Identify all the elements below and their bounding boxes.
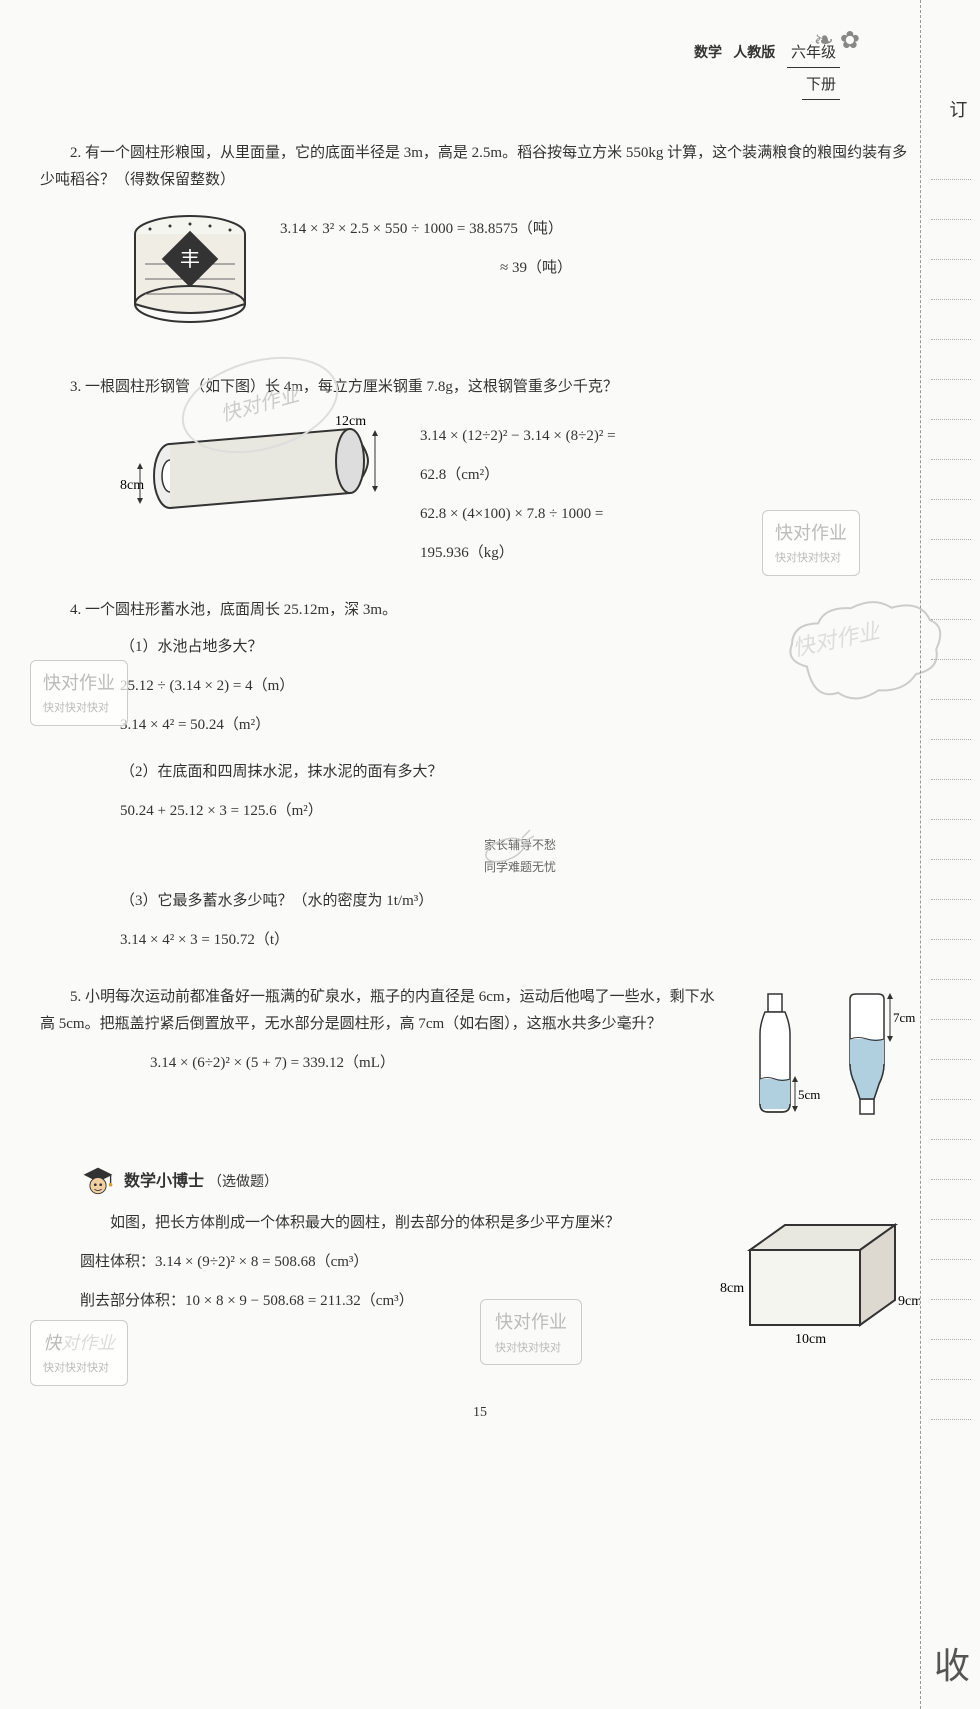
problem-4: 4. 一个圆柱形蓄水池，底面周长 25.12m，深 3m。 （1）水池占地多大？…	[40, 597, 920, 954]
edition-label: 人教版	[733, 46, 775, 61]
bonus-calc2: 削去部分体积：10 × 8 × 9 − 508.68 = 211.32（cm³）	[80, 1288, 700, 1315]
subject-label: 数学	[694, 46, 722, 61]
svg-text:5cm: 5cm	[798, 1087, 820, 1102]
svg-text:丰: 丰	[180, 248, 200, 271]
watermark-box-right: 快对作业 快对快对快对	[762, 510, 860, 576]
problem-3-calc2: 62.8（cm²）	[420, 462, 920, 489]
problem-2: 2. 有一个圆柱形粮囤，从里面量，它的底面半径是 3m，高是 2.5m。稻谷按每…	[40, 140, 920, 344]
header-decoration: ❧ ✿	[814, 20, 860, 63]
problem-3-calc1: 3.14 × (12÷2)² − 3.14 × (8÷2)² =	[420, 423, 920, 450]
graduate-icon	[80, 1164, 116, 1200]
problem-4-q3-calc: 3.14 × 4² × 3 = 150.72（t）	[120, 927, 920, 954]
svg-text:10cm: 10cm	[795, 1332, 826, 1347]
problem-5: 5. 小明每次运动前都准备好一瓶满的矿泉水，瓶子的内直径是 6cm，运动后他喝了…	[40, 984, 920, 1134]
page-content: ❧ ✿ 数学 人教版 六年级 下册 2. 有一个圆柱形粮囤，从里面量，它的底面半…	[40, 40, 920, 1425]
volume-label: 下册	[802, 72, 840, 100]
problem-2-text: 2. 有一个圆柱形粮囤，从里面量，它的底面半径是 3m，高是 2.5m。稻谷按每…	[40, 140, 920, 194]
problem-4-q1-calc1: 25.12 ÷ (3.14 × 2) = 4（m）	[120, 673, 920, 700]
svg-text:12cm: 12cm	[335, 414, 366, 429]
bonus-calc1: 圆柱体积：3.14 × (9÷2)² × 8 = 508.68（cm³）	[80, 1249, 700, 1276]
watermark-box-left-2: 快对作业 快对快对快对	[30, 1320, 128, 1386]
bottle-figure: 5cm 7cm	[740, 984, 920, 1134]
watermark-box-bottom: 快对作业 快对快对快对	[480, 1299, 582, 1365]
carrot-doodle-icon	[480, 820, 540, 870]
problem-2-calc2: ≈ 39（吨）	[280, 255, 920, 282]
pipe-figure: 8cm 12cm	[120, 411, 400, 521]
problem-3-text: 3. 一根圆柱形钢管（如下图）长 4m，每立方厘米钢重 7.8g，这根钢管重多少…	[40, 374, 920, 401]
cuboid-figure: 8cm 9cm 10cm	[720, 1210, 920, 1360]
problem-4-q1-calc2: 3.14 × 4² = 50.24（m²）	[120, 712, 920, 739]
bonus-title: 数学小博士 （选做题）	[124, 1168, 278, 1197]
problem-2-calc1: 3.14 × 3² × 2.5 × 550 ÷ 1000 = 38.8575（吨…	[280, 216, 920, 243]
svg-text:7cm: 7cm	[893, 1010, 915, 1025]
problem-4-q3: （3）它最多蓄水多少吨？（水的密度为 1t/m³）	[120, 888, 920, 915]
problem-5-calc: 3.14 × (6÷2)² × (5 + 7) = 339.12（mL）	[120, 1050, 720, 1077]
svg-text:9cm: 9cm	[898, 1294, 920, 1309]
bonus-section-header: 数学小博士 （选做题）	[80, 1164, 920, 1200]
bonus-text: 如图，把长方体削成一个体积最大的圆柱，削去部分的体积是多少平方厘米？	[80, 1210, 700, 1237]
problem-4-q2: （2）在底面和四周抹水泥，抹水泥的面有多大？	[120, 759, 920, 786]
watermark-box-left: 快对作业 快对快对快对	[30, 660, 128, 726]
binding-margin: 订	[920, 0, 980, 1709]
problem-5-text: 5. 小明每次运动前都准备好一瓶满的矿泉水，瓶子的内直径是 6cm，运动后他喝了…	[40, 984, 720, 1038]
binding-label: 订	[941, 100, 973, 118]
page-number: 15	[40, 1400, 920, 1425]
svg-text:8cm: 8cm	[120, 478, 144, 493]
page-header: ❧ ✿ 数学 人教版 六年级 下册	[40, 40, 920, 100]
bottom-char: 收	[934, 1634, 970, 1699]
svg-text:8cm: 8cm	[720, 1281, 744, 1296]
problem-4-text: 4. 一个圆柱形蓄水池，底面周长 25.12m，深 3m。	[40, 597, 920, 624]
grain-bin-figure: 丰	[120, 204, 260, 344]
problem-4-q1: （1）水池占地多大？	[120, 634, 920, 661]
